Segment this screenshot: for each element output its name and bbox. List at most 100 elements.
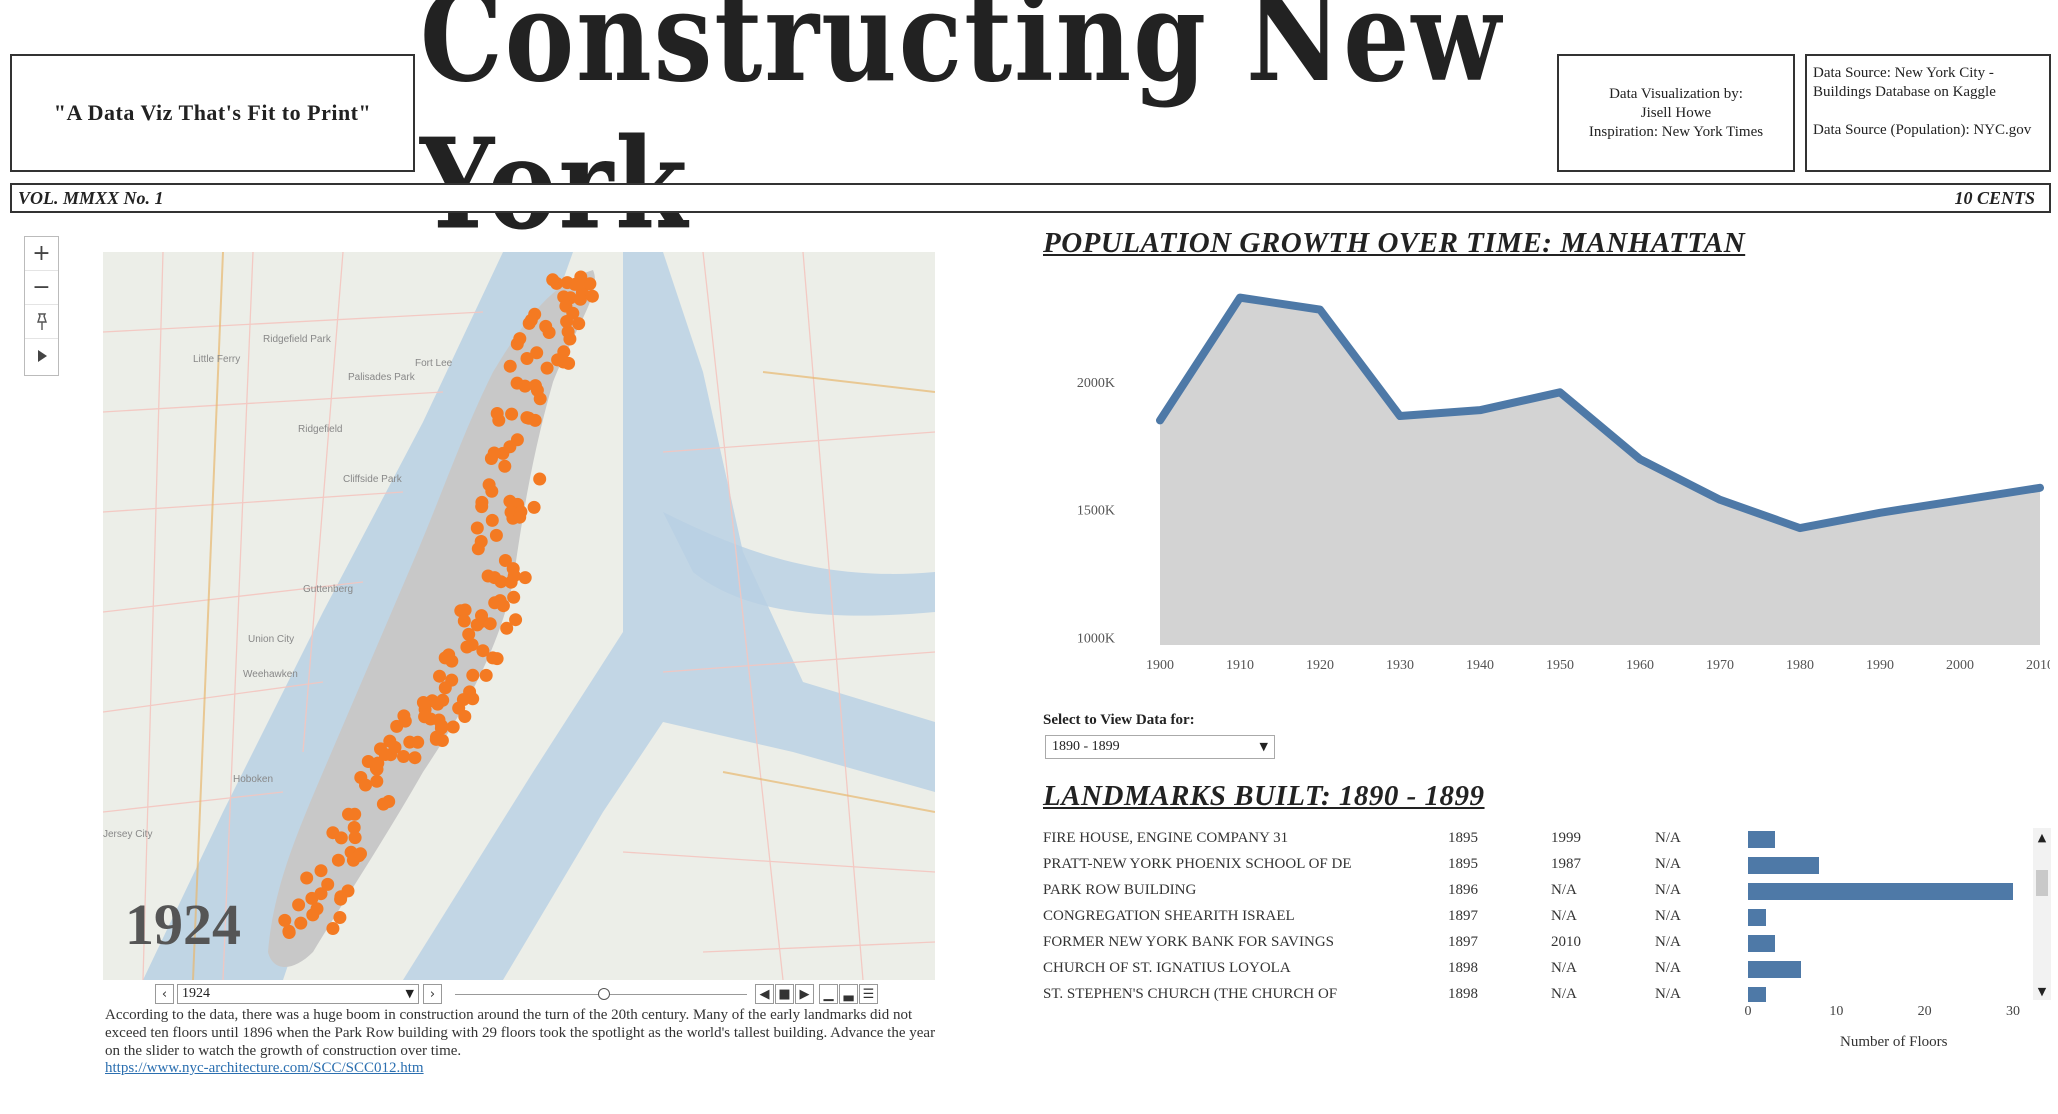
construction-point[interactable]: [326, 922, 340, 935]
construction-point[interactable]: [342, 807, 355, 821]
construction-point[interactable]: [436, 693, 450, 707]
construction-point[interactable]: [530, 346, 544, 360]
construction-point[interactable]: [513, 332, 527, 346]
table-row[interactable]: CHURCH OF ST. IGNATIUS LOYOLA 1898 N/A N/A: [1043, 958, 2033, 982]
construction-point[interactable]: [475, 609, 488, 623]
construction-point[interactable]: [294, 916, 308, 930]
table-row[interactable]: CONGREGATION SHEARITH ISRAEL 1897 N/A N/A: [1043, 906, 2033, 930]
construction-point[interactable]: [583, 277, 597, 291]
construction-point[interactable]: [533, 472, 547, 486]
construction-point[interactable]: [378, 748, 392, 761]
construction-point[interactable]: [527, 500, 541, 514]
construction-point[interactable]: [359, 778, 372, 792]
scroll-thumb[interactable]: [2036, 870, 2048, 896]
play-forward-button[interactable]: ▶: [795, 984, 814, 1004]
construction-point[interactable]: [513, 510, 527, 524]
construction-point[interactable]: [520, 352, 534, 365]
construction-point[interactable]: [466, 692, 480, 706]
construction-point[interactable]: [310, 902, 324, 916]
construction-point[interactable]: [566, 306, 580, 320]
construction-point[interactable]: [376, 797, 390, 811]
year-slider-thumb[interactable]: [598, 988, 610, 1000]
map-canvas[interactable]: Ridgefield Park Little Ferry Palisades P…: [103, 252, 935, 980]
construction-point[interactable]: [540, 361, 554, 375]
stop-button[interactable]: ■: [775, 984, 794, 1004]
manhattan-map[interactable]: Ridgefield Park Little Ferry Palisades P…: [103, 252, 935, 980]
construction-point[interactable]: [331, 853, 345, 867]
construction-point[interactable]: [292, 898, 306, 912]
year-select[interactable]: 1924 ▼: [177, 984, 419, 1004]
construction-point[interactable]: [498, 459, 512, 473]
construction-point[interactable]: [522, 411, 536, 425]
construction-point[interactable]: [314, 864, 328, 878]
construction-point[interactable]: [416, 696, 430, 709]
construction-point[interactable]: [571, 277, 585, 291]
construction-point[interactable]: [496, 599, 510, 613]
floors-bar[interactable]: [1748, 909, 1766, 926]
pin-button[interactable]: [25, 305, 58, 339]
construction-point[interactable]: [354, 847, 367, 861]
construction-point[interactable]: [397, 750, 410, 763]
speed-medium-button[interactable]: ▃: [839, 984, 858, 1004]
construction-point[interactable]: [504, 575, 518, 589]
table-row[interactable]: PRATT-NEW YORK PHOENIX SCHOOL OF DE 1895 1…: [1043, 854, 2033, 878]
construction-point[interactable]: [487, 446, 501, 460]
construction-point[interactable]: [438, 681, 452, 695]
construction-point[interactable]: [482, 478, 496, 492]
construction-point[interactable]: [370, 774, 384, 788]
construction-point[interactable]: [507, 590, 521, 604]
construction-point[interactable]: [305, 891, 319, 905]
decade-select[interactable]: 1890 - 1899 ▼: [1045, 735, 1275, 759]
construction-point[interactable]: [418, 710, 432, 724]
construction-point[interactable]: [334, 890, 348, 904]
construction-point[interactable]: [445, 654, 459, 668]
construction-point[interactable]: [498, 554, 512, 567]
construction-point[interactable]: [397, 709, 411, 723]
construction-point[interactable]: [585, 289, 599, 303]
construction-point[interactable]: [490, 407, 504, 420]
construction-point[interactable]: [456, 693, 470, 707]
construction-point[interactable]: [524, 313, 538, 327]
construction-point[interactable]: [470, 521, 484, 535]
floors-bar[interactable]: [1748, 831, 1775, 848]
table-row[interactable]: FIRE HOUSE, ENGINE COMPANY 31 1895 1999 N/A: [1043, 828, 2033, 852]
construction-point[interactable]: [408, 751, 422, 765]
construction-point[interactable]: [446, 720, 460, 734]
construction-point[interactable]: [509, 613, 523, 627]
construction-point[interactable]: [411, 735, 425, 749]
floors-bar[interactable]: [1748, 961, 1801, 978]
construction-point[interactable]: [282, 926, 296, 939]
construction-point[interactable]: [506, 562, 520, 576]
construction-point[interactable]: [510, 376, 524, 390]
construction-point[interactable]: [546, 273, 560, 287]
prev-year-button[interactable]: ‹: [155, 984, 174, 1004]
construction-point[interactable]: [483, 617, 497, 631]
table-row[interactable]: ST. STEPHEN'S CHURCH (THE CHURCH OF 1898 N…: [1043, 984, 2033, 1002]
table-row[interactable]: PARK ROW BUILDING 1896 N/A N/A: [1043, 880, 2033, 904]
construction-point[interactable]: [371, 756, 385, 770]
construction-point[interactable]: [503, 494, 517, 508]
speed-slow-button[interactable]: ▁: [819, 984, 838, 1004]
construction-point[interactable]: [485, 513, 499, 527]
source-link[interactable]: https://www.nyc-architecture.com/SCC/SCC…: [105, 1060, 424, 1076]
speed-fast-button[interactable]: ☰: [859, 984, 878, 1004]
construction-point[interactable]: [503, 440, 517, 454]
construction-point[interactable]: [458, 710, 472, 723]
table-row[interactable]: FORMER NEW YORK BANK FOR SAVINGS 1897 2010…: [1043, 932, 2033, 956]
construction-point[interactable]: [454, 604, 468, 618]
landmarks-scrollbar[interactable]: ▲ ▼: [2033, 828, 2051, 1000]
map-menu-button[interactable]: [25, 339, 58, 372]
construction-point[interactable]: [462, 627, 476, 641]
construction-point[interactable]: [347, 821, 361, 834]
construction-point[interactable]: [486, 651, 500, 665]
floors-bar[interactable]: [1748, 935, 1775, 952]
construction-point[interactable]: [429, 732, 443, 746]
construction-point[interactable]: [300, 871, 314, 885]
construction-point[interactable]: [334, 831, 348, 845]
floors-bar[interactable]: [1748, 857, 1819, 874]
zoom-out-button[interactable]: −: [25, 271, 58, 305]
construction-point[interactable]: [561, 325, 575, 339]
construction-point[interactable]: [542, 326, 556, 339]
construction-point[interactable]: [494, 575, 508, 589]
construction-point[interactable]: [518, 571, 532, 585]
